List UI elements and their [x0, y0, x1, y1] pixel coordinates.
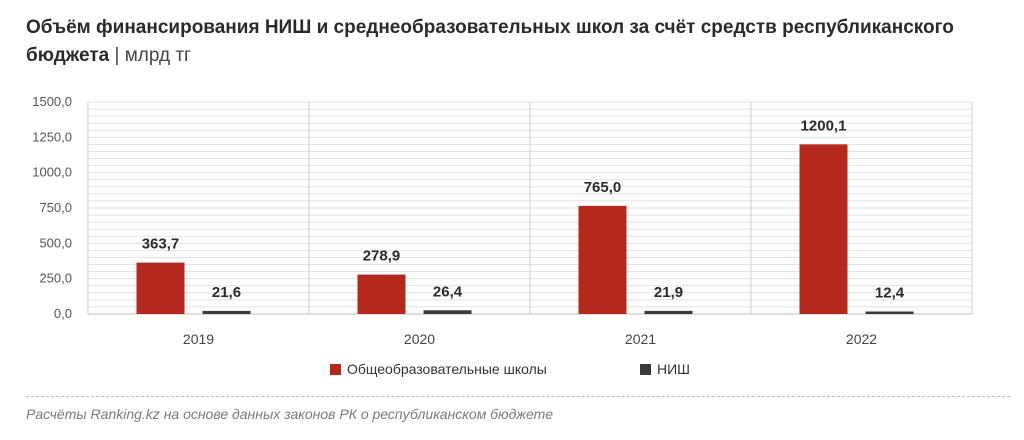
bar-chart: 0,0 250,0 500,0 750,0 1000,0 1250,0 1500,0 363… — [32, 94, 973, 377]
data-label: 278,9 — [363, 248, 401, 265]
bar — [202, 310, 251, 314]
bar — [578, 205, 627, 314]
chart-title-text: Объём финансирования НИШ и среднеобразов… — [26, 17, 954, 66]
data-label: 765,0 — [584, 179, 622, 196]
x-axis-ticks: 2019 2020 2021 2022 — [183, 331, 877, 347]
chart-unit: млрд тг — [124, 45, 191, 66]
legend-swatch — [330, 364, 341, 375]
bar — [799, 144, 848, 314]
bar — [357, 274, 406, 314]
bars-layer — [136, 144, 914, 314]
y-tick-label: 750,0 — [39, 200, 72, 215]
legend-label: НИШ — [657, 361, 690, 377]
data-label: 363,7 — [142, 236, 180, 253]
legend-swatch — [640, 364, 651, 375]
data-label: 21,6 — [212, 284, 241, 301]
bar — [644, 310, 693, 314]
y-tick-label: 500,0 — [39, 235, 72, 250]
y-tick-label: 1500,0 — [32, 94, 72, 109]
y-tick-label: 0,0 — [54, 306, 72, 321]
y-tick-label: 1000,0 — [32, 165, 72, 180]
footer-divider — [26, 396, 1010, 397]
x-tick-label: 2019 — [183, 331, 214, 347]
y-tick-label: 1250,0 — [32, 129, 72, 144]
data-label: 1200,1 — [801, 117, 847, 134]
y-tick-label: 250,0 — [39, 271, 72, 286]
bar — [136, 262, 185, 314]
x-tick-label: 2022 — [846, 331, 877, 347]
x-tick-label: 2020 — [404, 331, 435, 347]
bar — [865, 311, 914, 314]
legend: Общеобразовательные школы НИШ — [330, 361, 690, 377]
chart-title-separator: | — [114, 45, 120, 66]
legend-label: Общеобразовательные школы — [347, 361, 547, 377]
bar — [423, 310, 472, 314]
y-axis-ticks: 0,0 250,0 500,0 750,0 1000,0 1250,0 1500,0 — [32, 94, 72, 321]
data-label: 21,9 — [654, 284, 683, 301]
data-label: 12,4 — [875, 285, 905, 302]
source-note: Расчёты Ranking.kz на основе данных зако… — [26, 406, 554, 422]
data-label: 26,4 — [433, 283, 463, 300]
x-tick-label: 2021 — [625, 331, 656, 347]
chart-title: Объём финансирования НИШ и среднеобразов… — [26, 14, 996, 70]
data-labels-layer: 363,7 21,6 278,9 26,4 765,0 21,9 1200,1 12,4 — [142, 117, 905, 301]
